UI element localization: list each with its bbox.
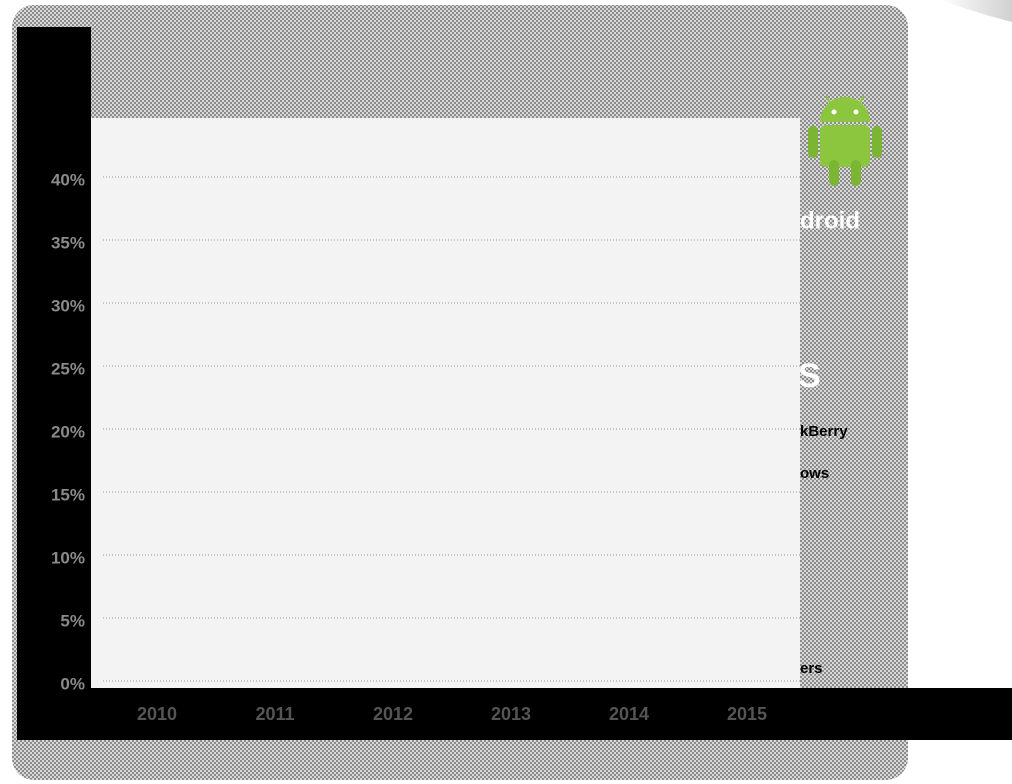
legend-label: S xyxy=(798,357,821,395)
legend-label: droid xyxy=(800,207,860,234)
y-tick-label: 15% xyxy=(51,485,85,504)
legend-label: ows xyxy=(800,465,829,482)
android-icon xyxy=(808,95,882,186)
bottom-bar xyxy=(91,688,1012,740)
x-tick-label: 2013 xyxy=(491,704,531,724)
x-tick-label: 2014 xyxy=(609,704,649,724)
x-tick-label: 2012 xyxy=(373,704,413,724)
y-tick-label: 20% xyxy=(51,422,85,441)
y-tick-label: 35% xyxy=(51,233,85,252)
y-tick-label: 5% xyxy=(60,611,85,630)
x-tick-label: 2010 xyxy=(137,704,177,724)
plot-area xyxy=(91,118,800,688)
legend-label: ers xyxy=(800,660,823,677)
legend-label: kBerry xyxy=(800,423,848,440)
left-bar xyxy=(17,27,91,740)
legend: droid S kBerry ows ers xyxy=(798,207,860,677)
y-tick-label: 30% xyxy=(51,296,85,315)
y-tick-label: 40% xyxy=(51,170,85,189)
x-tick-label: 2015 xyxy=(727,704,767,724)
decoration xyxy=(940,0,1012,22)
x-tick-label: 2011 xyxy=(255,704,294,724)
y-tick-label: 0% xyxy=(60,674,85,693)
y-tick-label: 25% xyxy=(51,359,85,378)
y-tick-label: 10% xyxy=(51,548,85,567)
